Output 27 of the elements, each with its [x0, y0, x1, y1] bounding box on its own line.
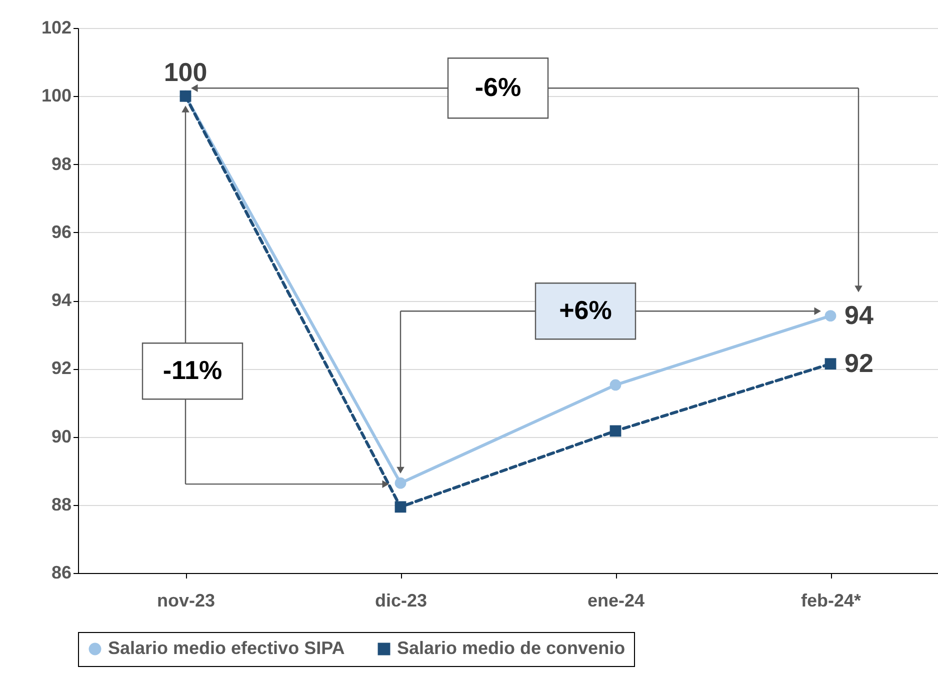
point	[610, 379, 622, 391]
y-tick-label: 100	[41, 86, 72, 106]
x-tick-label: ene-24	[587, 590, 645, 610]
x-tick-label: nov-23	[156, 590, 216, 610]
y-tick-label: 88	[51, 494, 72, 514]
y-tick-label: 96	[51, 222, 72, 242]
annotation: +6%	[559, 295, 612, 326]
point	[394, 477, 406, 489]
data-label: 92	[844, 348, 874, 378]
y-tick-label: 90	[51, 426, 72, 446]
point	[394, 501, 406, 513]
y-tick-label: 102	[41, 18, 72, 38]
annotation: -6%	[474, 72, 522, 102]
legend-label: Salario medio de convenio	[397, 638, 626, 658]
legend-label: Salario medio efectivo SIPA	[108, 638, 345, 658]
point	[824, 358, 836, 370]
y-tick-label: 92	[51, 358, 72, 378]
point	[824, 310, 836, 322]
annotation: -11%	[162, 355, 222, 386]
x-tick-label: dic-23	[374, 590, 428, 610]
data-label: 100	[164, 57, 208, 88]
point	[610, 425, 622, 437]
y-tick-label: 86	[51, 562, 72, 582]
y-tick-label: 94	[51, 290, 72, 310]
data-label: 94	[844, 300, 874, 330]
x-tick-label: feb-24*	[800, 590, 862, 610]
y-tick-label: 98	[51, 154, 72, 174]
